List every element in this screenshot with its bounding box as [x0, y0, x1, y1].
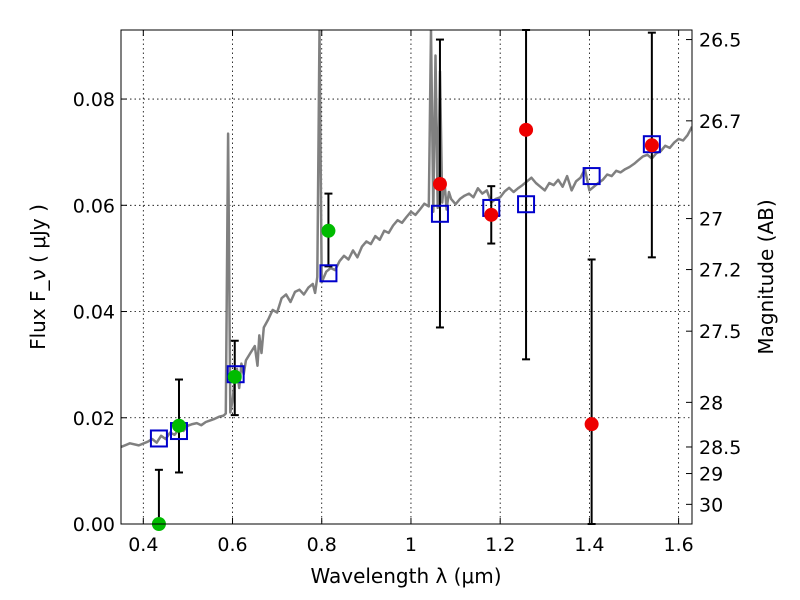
- right-tick-label: 28: [699, 392, 723, 414]
- y-tick-label: 0.06: [73, 195, 115, 217]
- right-tick-label: 26.5: [699, 30, 741, 52]
- spectrum-line: [121, 30, 692, 449]
- red-data-point: [519, 122, 534, 137]
- plot-area: [121, 29, 692, 531]
- green-data-point: [321, 223, 336, 238]
- x-tick-label: 1: [405, 534, 417, 556]
- plot-content: [121, 30, 692, 449]
- right-tick-label: 29: [699, 464, 723, 486]
- x-tick-label: 1.4: [574, 534, 604, 556]
- y-tick-label: 0.04: [73, 302, 115, 324]
- green-data-point: [227, 369, 242, 384]
- right-tick-label: 30: [699, 494, 723, 516]
- x-tick-label: 0.6: [217, 534, 247, 556]
- plot-frame: [120, 29, 693, 525]
- y-tick-label: 0.08: [73, 89, 115, 111]
- y-axis-label: Flux F_ν ( μJy ): [26, 204, 50, 350]
- x-axis-label: Wavelength λ (μm): [310, 564, 501, 588]
- axis-ticks: 0.4 0.6 0.8 1 1.2 1.4 1.6 0.00 0.02 0.04 0.06 0.08 2…: [73, 30, 742, 556]
- red-data-point: [484, 207, 499, 222]
- green-data-point: [171, 418, 186, 433]
- x-tick-label: 1.2: [485, 534, 515, 556]
- model-photometry-square: [430, 204, 449, 223]
- right-tick-label: 26.7: [699, 111, 741, 133]
- right-tick-label: 27.5: [699, 321, 741, 343]
- x-tick-label: 0.8: [307, 534, 337, 556]
- x-tick-label: 1.6: [664, 534, 694, 556]
- right-tick-label: 27: [699, 209, 723, 231]
- model-photometry-square: [517, 195, 536, 214]
- model-photometry-square: [319, 264, 338, 283]
- model-photometry-square: [149, 429, 168, 448]
- y-axis-right-label: Magnitude (AB): [754, 199, 778, 354]
- plot-background: [121, 30, 692, 524]
- red-data-point: [432, 177, 447, 192]
- model-photometry-square: [582, 167, 601, 186]
- red-data-point: [644, 138, 659, 153]
- y-tick-label: 0.02: [73, 408, 115, 430]
- right-tick-label: 28.5: [699, 437, 741, 459]
- x-tick-label: 0.4: [128, 534, 158, 556]
- red-data-point: [584, 417, 599, 432]
- right-tick-label: 27.2: [699, 260, 741, 282]
- y-tick-label: 0.00: [73, 514, 115, 536]
